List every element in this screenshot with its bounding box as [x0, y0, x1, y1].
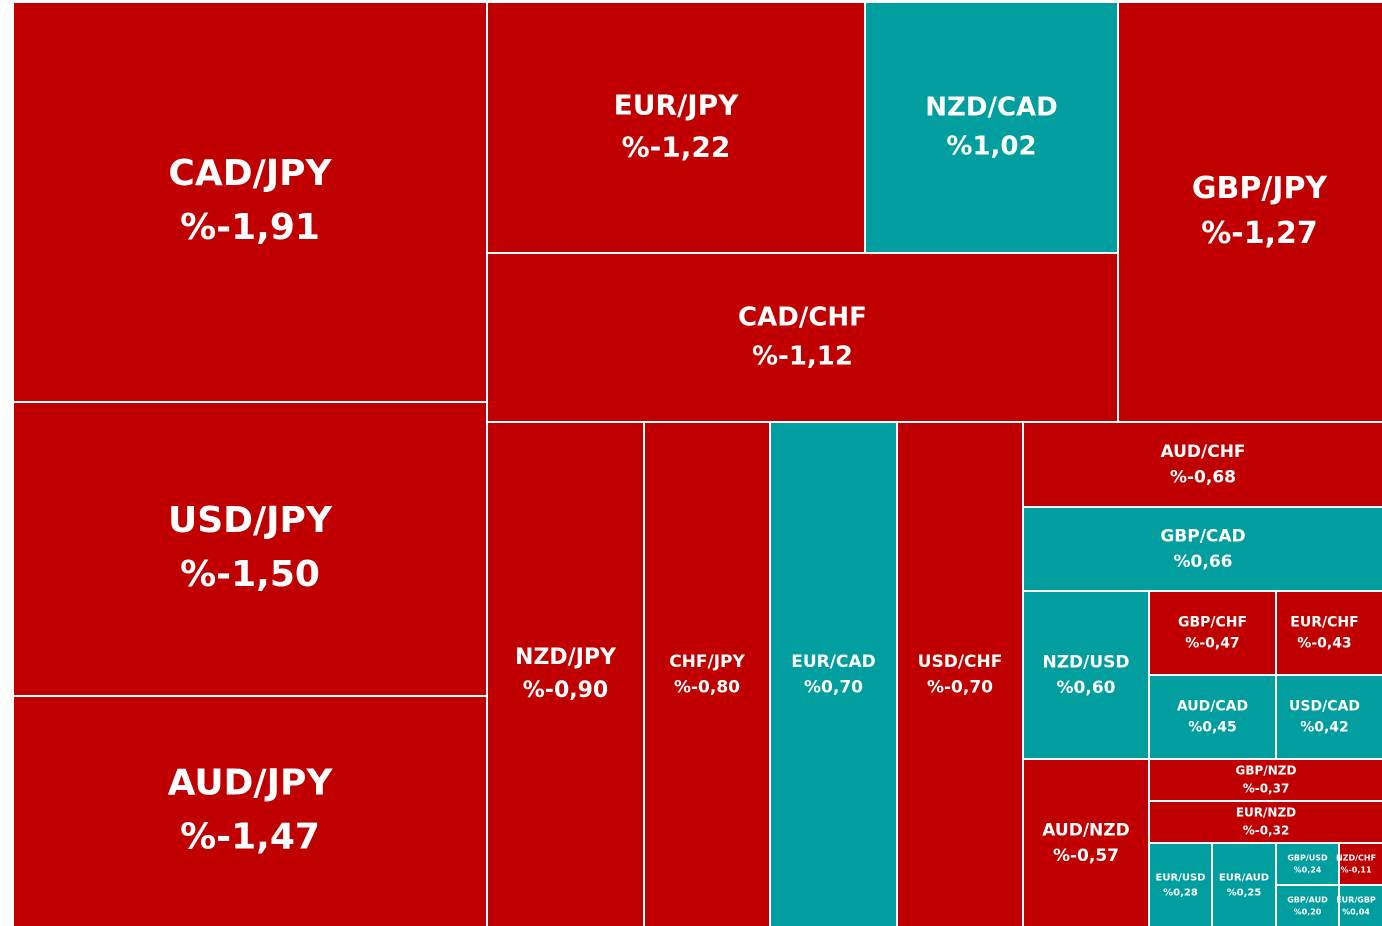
tile-name: CAD/JPY [168, 153, 332, 194]
tile-name: USD/CHF [918, 652, 1003, 672]
tile-value-label: %-0,37 [1243, 782, 1290, 796]
tile-value-label: %-0,11 [1340, 866, 1372, 875]
tile-value-label: %0,04 [1342, 908, 1370, 917]
tile [1277, 844, 1338, 884]
tile-value-label: %1,02 [946, 132, 1036, 162]
tile-name: CAD/CHF [738, 303, 867, 333]
tile-value-label: %0,25 [1227, 888, 1262, 899]
tile [1150, 802, 1382, 842]
tile-name: NZD/CHF [1336, 854, 1376, 863]
tile-name: GBP/AUD [1287, 896, 1328, 905]
tile-name: NZD/CAD [925, 93, 1057, 123]
tile [1277, 592, 1382, 674]
tile [1277, 676, 1382, 758]
tile [866, 3, 1117, 252]
tile [1024, 423, 1382, 506]
tile-name: AUD/CHF [1160, 442, 1245, 462]
tile-name: AUD/NZD [1042, 820, 1129, 840]
tile [488, 254, 1117, 421]
tile-value-label: %-0,68 [1170, 467, 1236, 487]
tile-value-label: %-1,47 [180, 817, 320, 858]
tile [1119, 3, 1382, 421]
tile-name: EUR/JPY [614, 89, 740, 122]
tile-value-label: %0,70 [804, 677, 863, 697]
tile-name: GBP/JPY [1192, 171, 1329, 206]
tile-value-label: %0,20 [1294, 908, 1322, 917]
tile [1150, 760, 1382, 800]
tile [14, 403, 486, 695]
tile-value-label: %-1,22 [622, 131, 731, 164]
tile-value-label: %-1,12 [752, 342, 853, 372]
tile [1277, 886, 1338, 926]
tile [645, 423, 769, 926]
tile-name: EUR/CHF [1290, 615, 1358, 631]
tile-value-label: %-0,80 [674, 677, 740, 697]
tile-name: NZD/USD [1042, 652, 1129, 672]
tile [1340, 886, 1382, 926]
tile [1024, 760, 1148, 926]
tile-name: GBP/CHF [1178, 615, 1247, 631]
tile-name: GBP/USD [1287, 854, 1328, 863]
tile-value-label: %-1,91 [180, 207, 320, 248]
tile-value-label: %-0,57 [1053, 846, 1119, 866]
tile [488, 3, 864, 252]
tile [898, 423, 1022, 926]
tile-value-label: %-0,32 [1243, 824, 1290, 838]
tile [1150, 844, 1211, 926]
tile-name: USD/CAD [1289, 699, 1360, 715]
tile [1213, 844, 1275, 926]
tile-value-label: %0,66 [1174, 552, 1233, 572]
tile-name: NZD/JPY [515, 645, 617, 670]
tile-value-label: %-1,27 [1201, 216, 1318, 251]
tile [14, 697, 486, 926]
tile-name: GBP/CAD [1160, 526, 1245, 546]
tile-name: EUR/AUD [1219, 873, 1269, 884]
tile-name: EUR/USD [1156, 873, 1206, 884]
tile-name: AUD/JPY [168, 763, 334, 804]
tile-value-label: %-1,50 [180, 554, 320, 595]
tile [1150, 592, 1275, 674]
tile [14, 3, 486, 401]
tile [1024, 592, 1148, 758]
tile-value-label: %0,24 [1294, 866, 1322, 875]
tile-value-label: %0,60 [1057, 678, 1116, 698]
tile-value-label: %-0,70 [927, 677, 993, 697]
tile-name: GBP/NZD [1236, 764, 1297, 778]
tile-value-label: %-0,47 [1185, 636, 1239, 652]
tile-value-label: %0,28 [1163, 888, 1198, 899]
tile-value-label: %0,45 [1188, 720, 1237, 736]
tile-value-label: %-0,90 [523, 678, 608, 703]
tile [771, 423, 896, 926]
tile [1150, 676, 1275, 758]
tile [1024, 508, 1382, 590]
tile-value-label: %-0,43 [1297, 636, 1351, 652]
tile-name: AUD/CAD [1177, 699, 1248, 715]
tile-name: CHF/JPY [669, 652, 745, 672]
tile-name: EUR/CAD [791, 652, 875, 672]
tile [1340, 844, 1382, 884]
tile-name: USD/JPY [168, 500, 333, 541]
tile-name: EUR/GBP [1336, 896, 1376, 905]
tile-name: EUR/NZD [1236, 806, 1296, 820]
tile [488, 423, 643, 926]
tile-value-label: %0,42 [1300, 720, 1349, 736]
